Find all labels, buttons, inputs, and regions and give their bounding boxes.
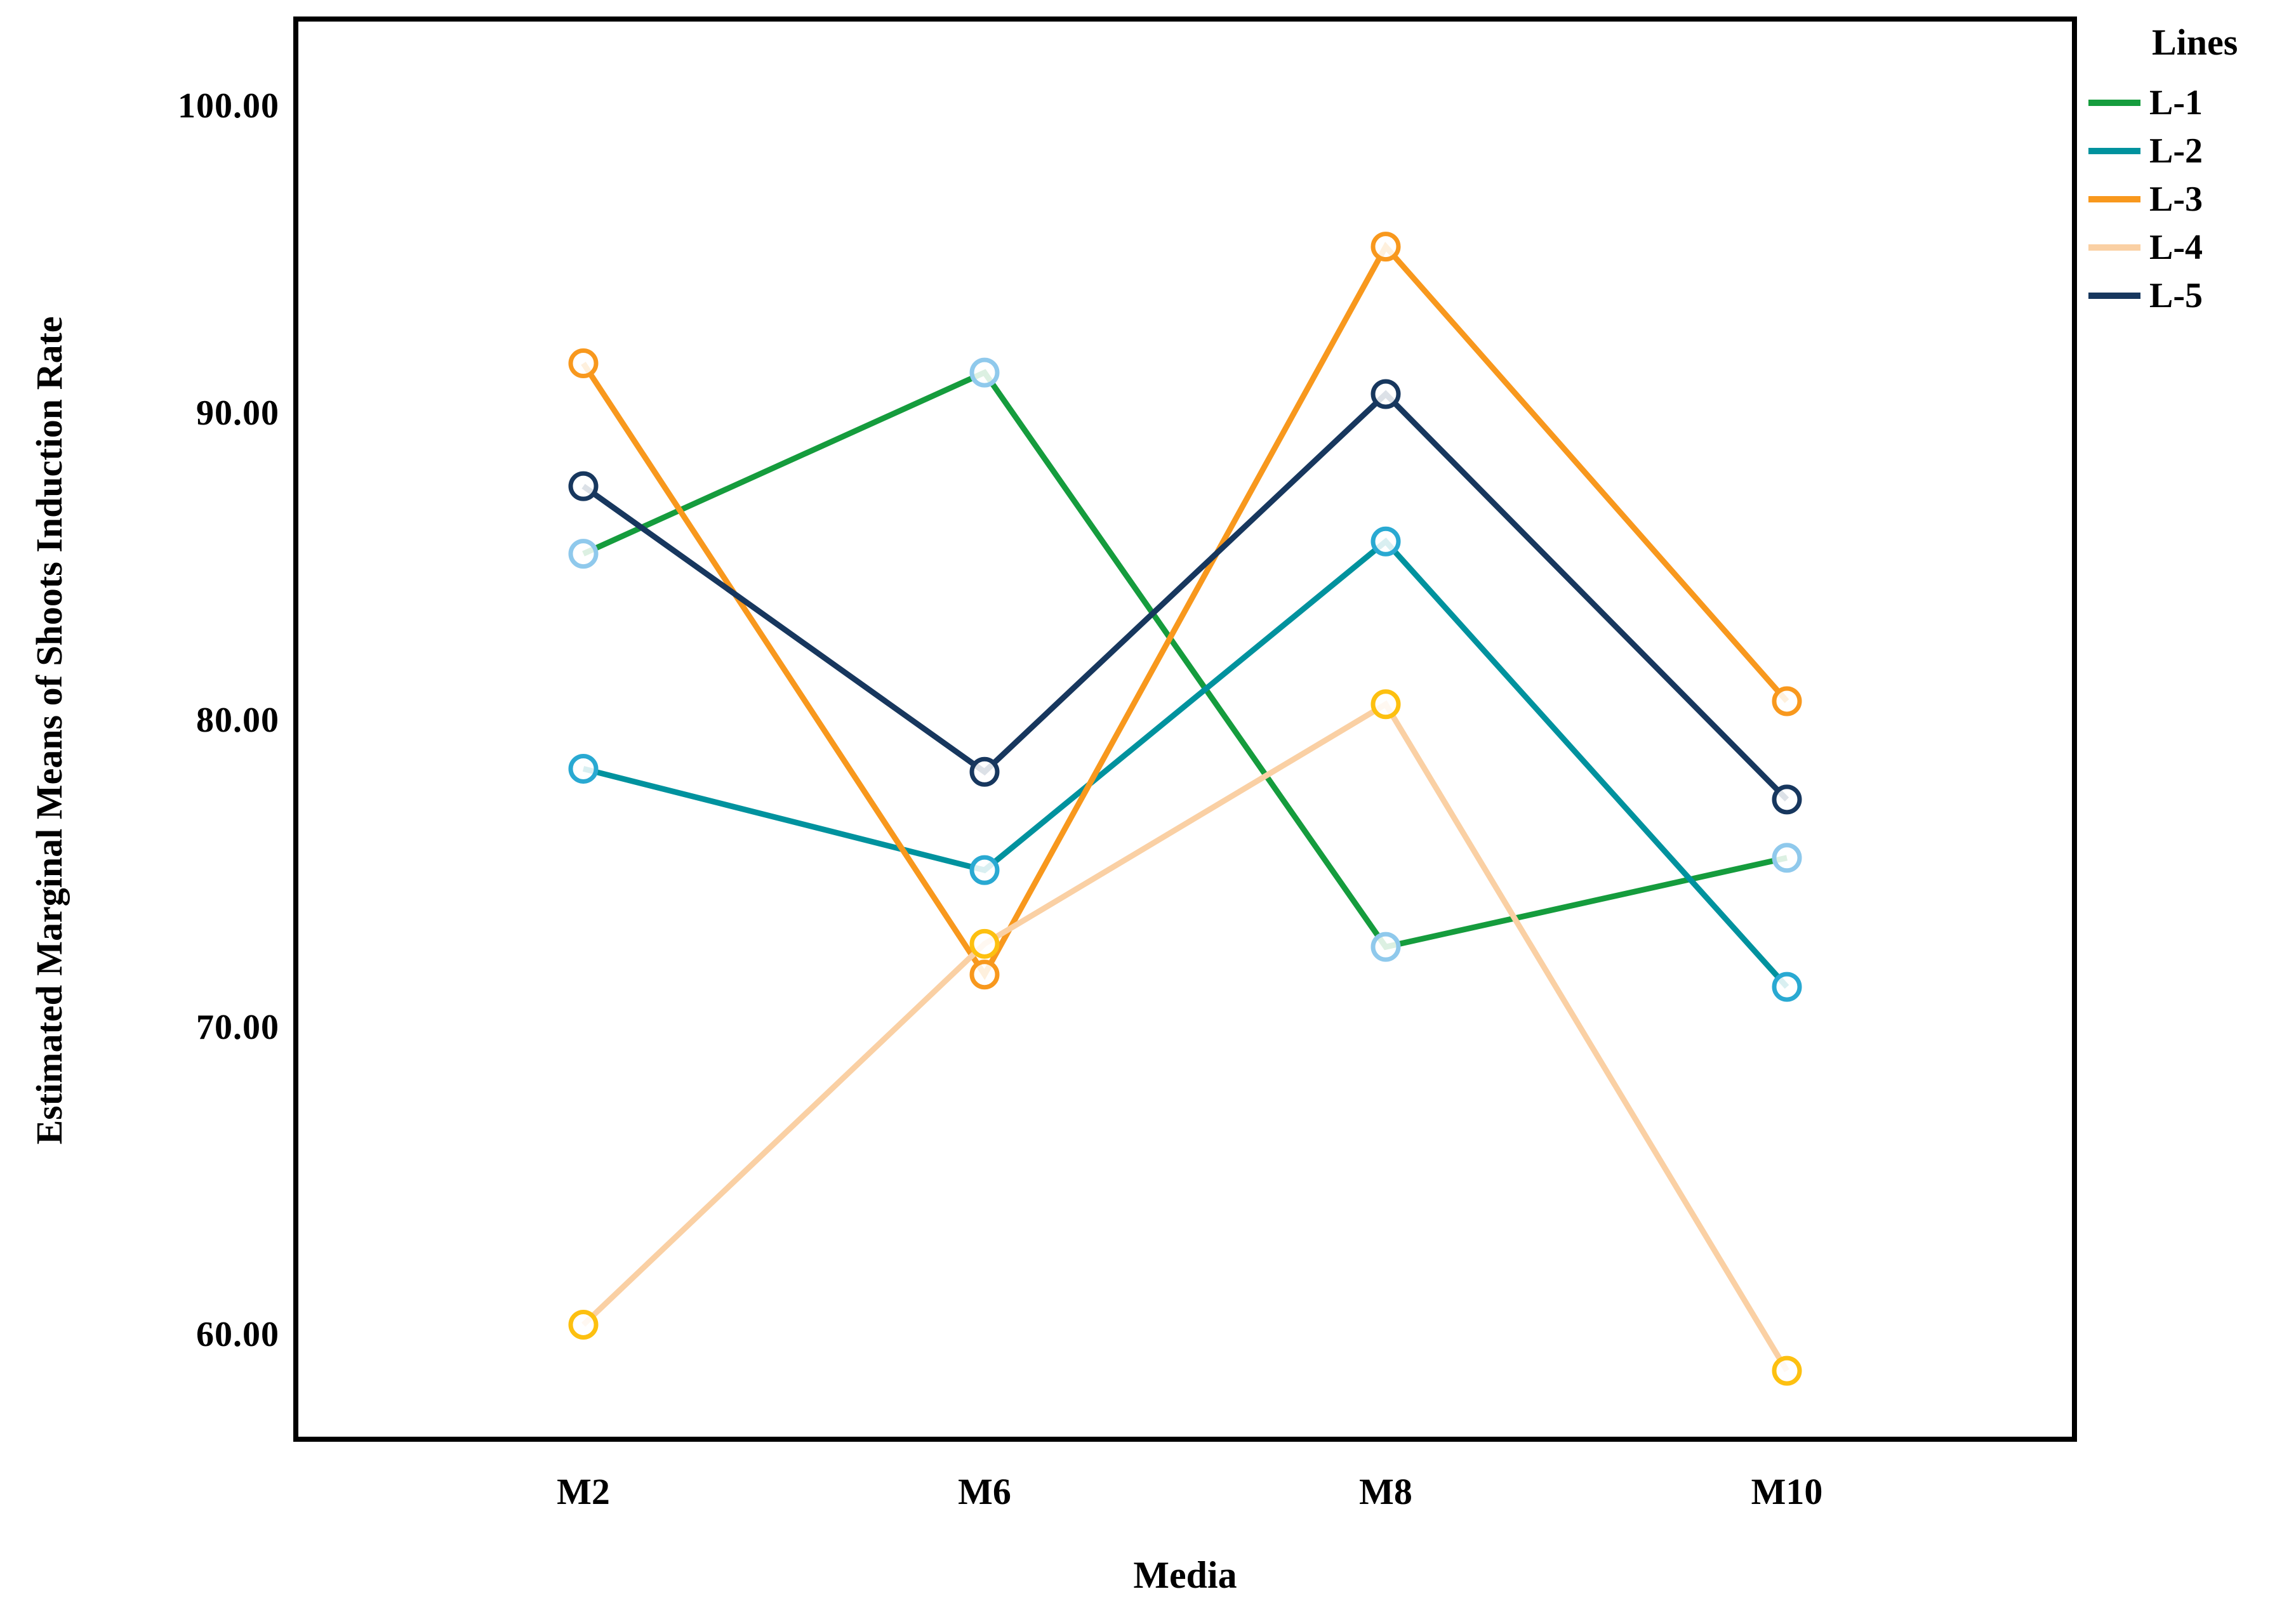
marker-l-2-m6 [969,855,1000,885]
series-line-l-2 [582,537,1789,989]
ytick-label-70: 70.00 [196,1008,279,1047]
legend-title: Lines [2152,22,2238,63]
legend-swatch-l5 [2088,293,2140,299]
legend-label-l5: L-5 [2149,276,2203,315]
series-line-l-5 [581,390,1789,802]
marker-l-2-m10 [1772,972,1802,1002]
xcat-label-m2: M2 [557,1471,610,1512]
marker-l-5-m10 [1772,784,1802,815]
marker-l-3-m10 [1772,686,1802,716]
ytick-label-60: 60.00 [196,1315,279,1354]
marker-l-3-m8 [1370,232,1401,262]
marker-l-1-m6 [969,357,1000,388]
marker-l-1-m2 [568,539,599,569]
plot-border [293,16,2077,1442]
marker-l-4-m8 [1370,689,1401,720]
legend-item-l5: L-5 [2088,272,2292,320]
marker-l-2-m8 [1370,526,1401,557]
xcat-label-m6: M6 [958,1471,1011,1512]
legend-item-l4: L-4 [2088,223,2292,272]
marker-l-3-m2 [568,348,599,379]
marker-l-2-m2 [568,753,599,784]
xcat-label-m8: M8 [1359,1471,1412,1512]
legend-label-l4: L-4 [2149,228,2203,267]
legend-item-l3: L-3 [2088,175,2292,223]
ytick-label-100: 100.00 [178,86,279,126]
marker-l-1-m10 [1772,843,1802,873]
legend-swatch-l4 [2088,244,2140,251]
y-axis-title: Estimated Marginal Means of Shoots Induc… [29,316,70,1145]
marker-l-5-m2 [568,471,599,501]
marker-l-3-m6 [969,959,1000,990]
series-line-l-3 [581,241,1789,980]
legend-label-l3: L-3 [2149,180,2203,219]
marker-l-5-m6 [969,756,1000,787]
legend-swatch-l1 [2088,100,2140,106]
marker-l-4-m10 [1772,1355,1802,1386]
legend: Lines L-1 L-2 L-3 L-4 L-5 [2088,24,2292,320]
legend-swatch-l2 [2088,148,2140,154]
marker-l-4-m2 [568,1309,599,1340]
xcat-label-m10: M10 [1751,1471,1823,1512]
ytick-label-90: 90.00 [196,393,279,433]
x-axis-title: Media [1133,1554,1237,1596]
marker-l-4-m6 [969,928,1000,959]
legend-label-l2: L-2 [2149,131,2203,171]
series-line-l-1 [582,369,1788,951]
marker-l-5-m8 [1370,379,1401,409]
legend-item-l2: L-2 [2088,127,2292,175]
marker-l-1-m8 [1370,932,1401,962]
series-layer [568,232,1802,1386]
ytick-label-80: 80.00 [196,701,279,740]
legend-swatch-l3 [2088,196,2140,202]
legend-label-l1: L-1 [2149,83,2203,122]
series-line-l-4 [581,700,1789,1373]
legend-item-l1: L-1 [2088,79,2292,127]
